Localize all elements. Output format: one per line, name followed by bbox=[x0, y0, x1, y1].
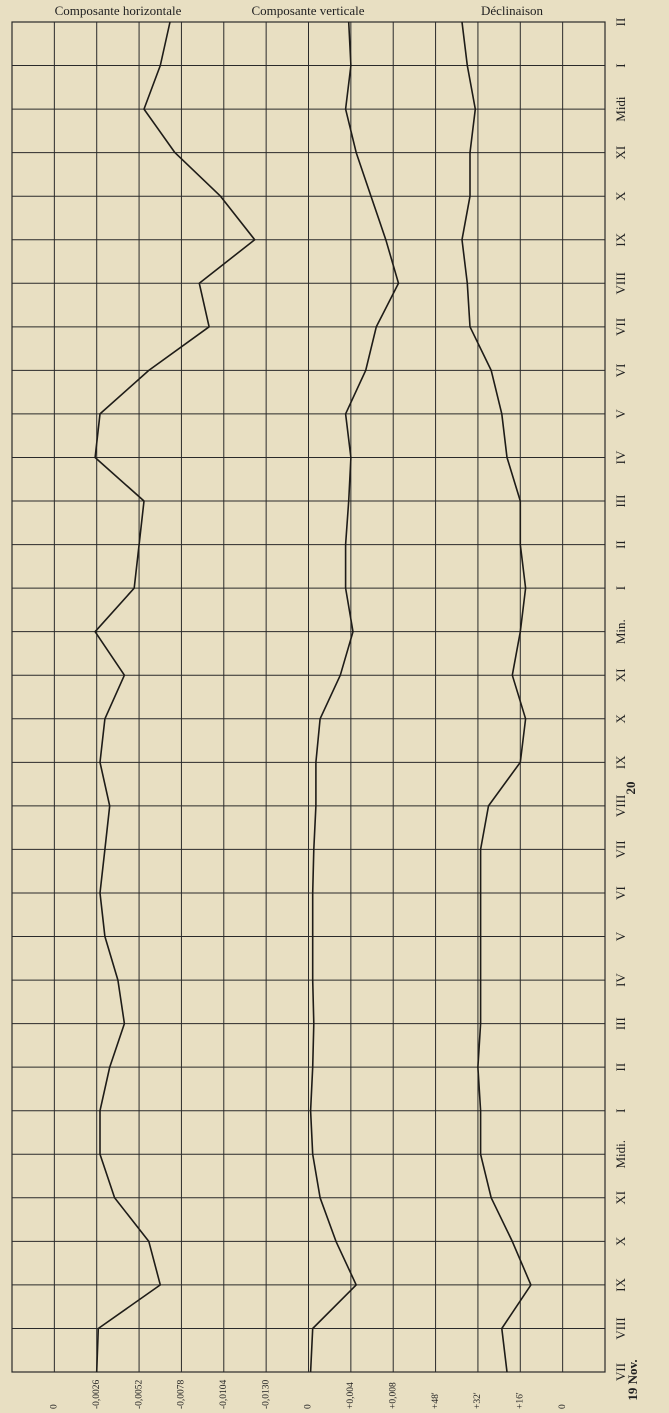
trace bbox=[94, 21, 256, 1373]
hour-label: X bbox=[613, 1236, 628, 1246]
hour-label: V bbox=[613, 931, 628, 941]
hour-label: V bbox=[613, 409, 628, 419]
hour-label: II bbox=[613, 18, 628, 27]
x-tick-label: +16' bbox=[515, 1392, 525, 1409]
hour-label: XI bbox=[613, 146, 628, 160]
x-tick-label: -0,0052 bbox=[134, 1379, 144, 1409]
hour-label: I bbox=[613, 1109, 628, 1113]
hour-label: IX bbox=[613, 1277, 628, 1291]
series-title: Déclinaison bbox=[481, 3, 544, 18]
x-tick-label: 0 bbox=[304, 1404, 314, 1409]
hour-label: VII bbox=[613, 318, 628, 336]
x-tick-label: 0 bbox=[558, 1404, 568, 1409]
x-tick-label: +0,004 bbox=[346, 1382, 356, 1409]
series-title: Composante verticale bbox=[252, 3, 365, 18]
hour-label: IV bbox=[613, 973, 628, 987]
hour-label: III bbox=[613, 495, 628, 508]
hour-label: VIII bbox=[613, 795, 628, 817]
hour-label: X bbox=[613, 713, 628, 723]
hour-label: VIII bbox=[613, 272, 628, 294]
trace bbox=[309, 21, 400, 1373]
x-tick-label: -0,0078 bbox=[177, 1379, 187, 1409]
annotation: 19 Nov. bbox=[625, 1359, 640, 1400]
hour-label: VI bbox=[613, 886, 628, 900]
hour-label: I bbox=[613, 586, 628, 590]
hour-label: II bbox=[613, 540, 628, 549]
x-tick-label: 0 bbox=[50, 1404, 60, 1409]
hour-label: IX bbox=[613, 755, 628, 769]
hour-label: IV bbox=[613, 450, 628, 464]
hour-label: Midi. bbox=[613, 1140, 628, 1169]
hour-label: IX bbox=[613, 232, 628, 246]
x-tick-label: +0,008 bbox=[388, 1382, 398, 1409]
annotation: 20 bbox=[623, 782, 638, 795]
x-tick-label: -0,0104 bbox=[219, 1379, 229, 1409]
hour-label: XI bbox=[613, 1191, 628, 1205]
hour-label: Midi bbox=[613, 96, 628, 122]
x-tick-label: +48' bbox=[431, 1392, 441, 1409]
hour-label: I bbox=[613, 63, 628, 67]
hour-label: Min. bbox=[613, 619, 628, 644]
x-tick-label: +32' bbox=[473, 1392, 483, 1409]
hour-label: VII bbox=[613, 840, 628, 858]
hour-label: X bbox=[613, 191, 628, 201]
hour-label: III bbox=[613, 1017, 628, 1030]
trace bbox=[461, 21, 532, 1373]
x-tick-label: -0,0130 bbox=[261, 1379, 271, 1409]
x-tick-label: -0,0026 bbox=[92, 1379, 102, 1409]
hour-label: VIII bbox=[613, 1317, 628, 1339]
hour-label: II bbox=[613, 1063, 628, 1072]
hour-label: XI bbox=[613, 668, 628, 682]
hour-label: VI bbox=[613, 364, 628, 378]
series-title: Composante horizontale bbox=[55, 3, 182, 18]
hour-label: VII bbox=[613, 1363, 628, 1381]
